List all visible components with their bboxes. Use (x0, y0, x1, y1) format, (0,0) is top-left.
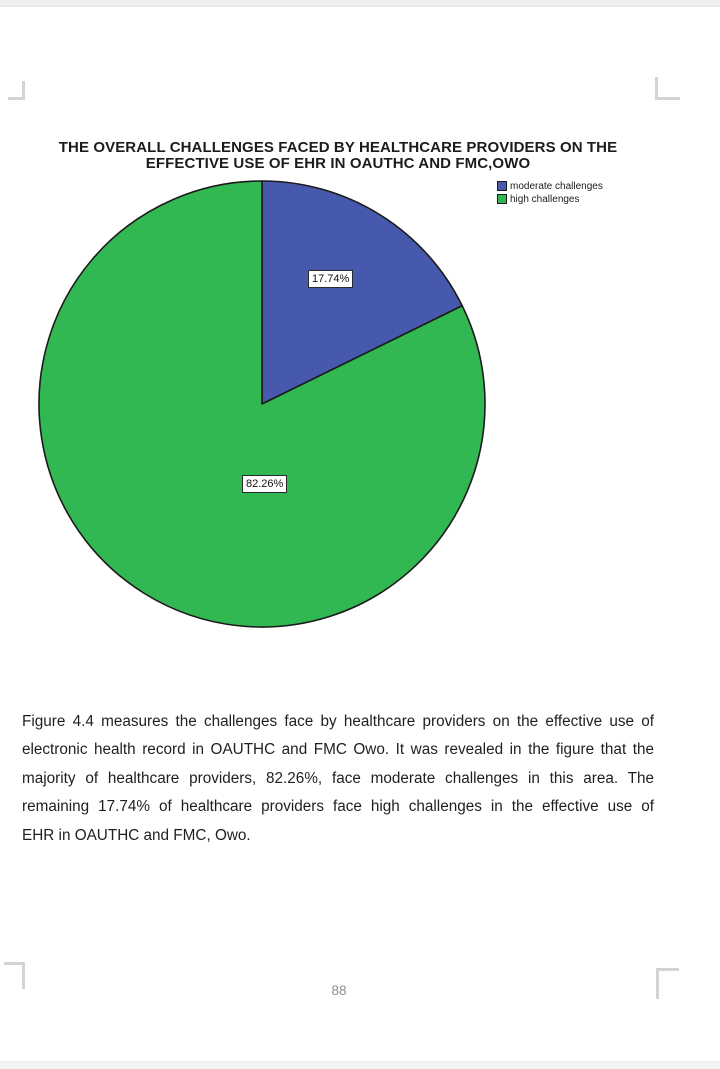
figure-caption: Figure 4.4 measures the challenges face … (22, 708, 654, 850)
legend-swatch-icon (497, 181, 507, 191)
figure-title-line-2: EFFECTIVE USE OF EHR IN OAUTHC AND FMC,O… (145, 155, 531, 172)
figure-title-line-1: THE OVERALL CHALLENGES FACED BY HEALTHCA… (58, 139, 618, 156)
pie-slice-high-challenges (38, 180, 486, 628)
caption-line: remaining 17.74% of healthcare providers… (22, 798, 654, 816)
legend-swatch-icon (497, 194, 507, 204)
legend-item-high: high challenges (497, 193, 603, 205)
margin-mark-bottom-right (656, 968, 679, 999)
margin-mark-bottom-left (4, 962, 25, 989)
margin-mark-top-left (8, 81, 25, 100)
legend-label: high challenges (510, 193, 580, 205)
pie-chart-svg (38, 180, 486, 628)
pie-chart (36, 178, 488, 630)
caption-line: EHR in OAUTHC and FMC, Owo. (22, 826, 251, 844)
top-edge-strip (0, 0, 720, 7)
caption-line: majority of healthcare providers, 82.26%… (22, 769, 654, 787)
legend-item-moderate: moderate challenges (497, 180, 603, 192)
slice-label-moderate: 17.74% (308, 270, 354, 288)
margin-mark-top-right (655, 77, 680, 100)
chart-legend: moderate challenges high challenges (497, 180, 603, 206)
page-number: 88 (331, 983, 347, 998)
figure-title: THE OVERALL CHALLENGES FACED BY HEALTHCA… (0, 140, 676, 172)
pie-slice-moderate-challenges (261, 180, 463, 405)
slice-label-high: 82.26% (242, 475, 288, 493)
caption-line: electronic health record in OAUTHC and F… (22, 741, 654, 759)
caption-line: Figure 4.4 measures the challenges face … (22, 713, 654, 730)
bottom-edge-strip (0, 1061, 720, 1069)
legend-label: moderate challenges (510, 180, 603, 192)
